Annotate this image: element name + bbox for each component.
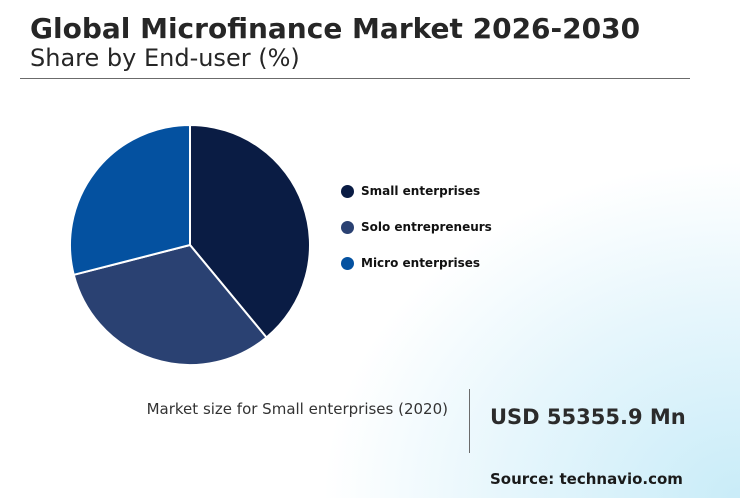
legend-label-solo-entrepreneurs: Solo entrepreneurs [361, 220, 492, 234]
legend-label-small-enterprises: Small enterprises [361, 184, 481, 198]
pie-slice-solo-entrepreneurs [72, 244, 268, 366]
chart-title: Global Microfinance Market 2026-2030 [30, 12, 641, 45]
source-credit: Source: technavio.com [490, 470, 683, 488]
pie-slice-micro-enterprises [69, 124, 191, 276]
legend-item-small-enterprises: Small enterprises [341, 173, 492, 209]
chart-legend: Small enterprises Solo entrepreneurs Mic… [341, 173, 492, 281]
legend-swatch-small-enterprises [341, 184, 354, 198]
legend-item-solo-entrepreneurs: Solo entrepreneurs [341, 209, 492, 245]
market-size-value: USD 55355.9 Mn [490, 405, 686, 429]
legend-swatch-micro-enterprises [341, 256, 354, 270]
legend-swatch-solo-entrepreneurs [341, 220, 354, 234]
chart-subtitle: Share by End-user (%) [30, 44, 300, 72]
legend-label-micro-enterprises: Micro enterprises [361, 256, 481, 270]
market-size-label: Market size for Small enterprises (2020) [146, 400, 448, 418]
market-divider [469, 389, 470, 453]
legend-item-micro-enterprises: Micro enterprises [341, 245, 492, 281]
header-divider [20, 78, 690, 79]
pie-slice-small-enterprises [189, 124, 311, 339]
